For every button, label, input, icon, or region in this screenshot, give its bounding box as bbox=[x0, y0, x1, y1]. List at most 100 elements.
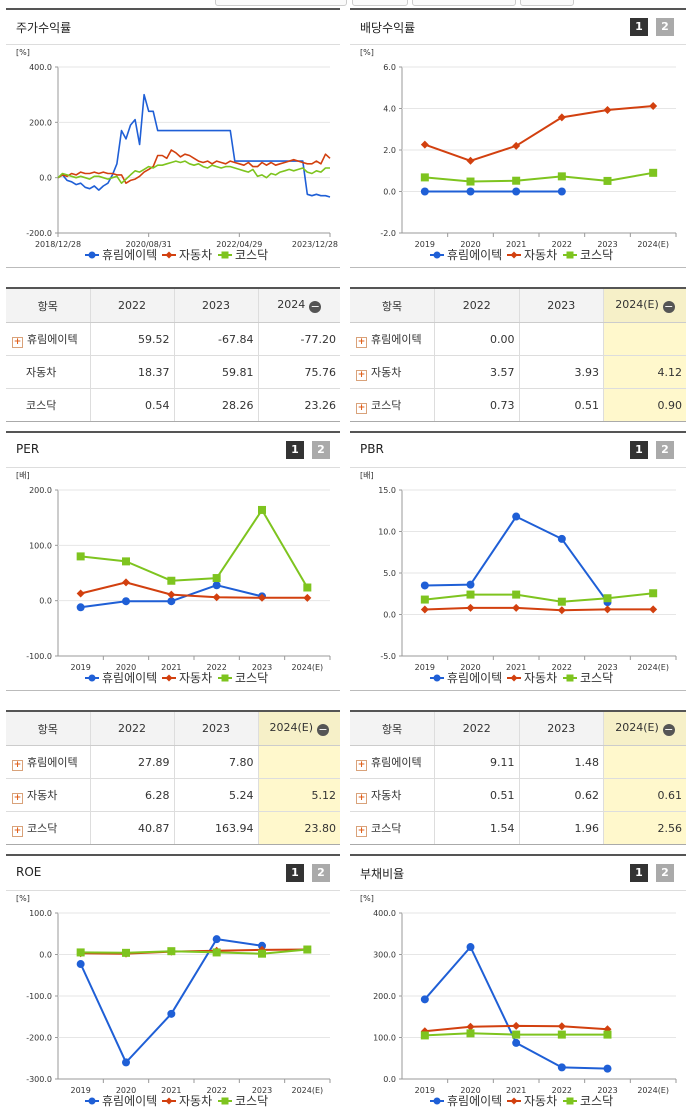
page-1-button[interactable]: 1 bbox=[630, 441, 648, 459]
series-line bbox=[80, 948, 308, 955]
expand-plus-icon[interactable]: + bbox=[12, 825, 23, 837]
data-point bbox=[420, 581, 429, 590]
data-point bbox=[122, 948, 130, 957]
panel-divider bbox=[6, 267, 340, 268]
x-tick-label: 2023 bbox=[252, 663, 272, 672]
expand-plus-icon[interactable]: + bbox=[356, 825, 367, 837]
collapse-icon[interactable]: − bbox=[662, 300, 675, 313]
top-cut-button[interactable] bbox=[352, 0, 408, 6]
x-tick-label: 2020 bbox=[116, 1086, 136, 1095]
x-tick-label: 2020/08/31 bbox=[126, 240, 172, 249]
series-line bbox=[424, 592, 654, 603]
data-point bbox=[466, 187, 475, 196]
data-point bbox=[167, 576, 176, 585]
page-2-button[interactable]: 2 bbox=[312, 441, 330, 459]
row-label-cell: + 코스닥 bbox=[350, 388, 435, 422]
y-tick-label: 6.0 bbox=[383, 63, 396, 72]
data-point bbox=[557, 597, 566, 606]
y-tick-label: 200.0 bbox=[29, 118, 52, 127]
value-cell: 0.73 bbox=[434, 388, 519, 422]
panel-divider bbox=[350, 267, 686, 268]
x-tick-label: 2021 bbox=[506, 663, 526, 672]
expand-plus-icon[interactable]: + bbox=[356, 369, 367, 381]
y-tick-label: -300.0 bbox=[26, 1075, 52, 1084]
data-point bbox=[512, 176, 521, 185]
data-point bbox=[603, 594, 612, 603]
dividend-chart-panel: 배당수익률 1 2 [%] -2.0 0.0 2.0 4.0 6.0 2019 2020 202… bbox=[350, 8, 686, 268]
data-point bbox=[649, 605, 658, 614]
value-cell: 23.80 bbox=[257, 811, 340, 845]
collapse-icon[interactable]: − bbox=[317, 723, 330, 736]
value-cell: 0.61 bbox=[603, 778, 686, 812]
data-point bbox=[212, 593, 221, 602]
collapse-icon[interactable]: − bbox=[662, 723, 675, 736]
data-point bbox=[603, 605, 612, 614]
debt-chart-panel: 부채비율 1 2 [%] 0.0 100.0 200.0 300.0 400.0 2019 2… bbox=[350, 854, 686, 1112]
panel-divider bbox=[350, 690, 686, 691]
legend-marker bbox=[221, 251, 229, 259]
table-row: + 코스닥 0.73 0.51 0.90 bbox=[350, 388, 686, 422]
page-1-button[interactable]: 1 bbox=[630, 18, 648, 36]
data-point bbox=[466, 590, 475, 599]
series-line bbox=[424, 606, 654, 612]
expand-plus-icon[interactable]: + bbox=[356, 336, 367, 348]
data-point bbox=[557, 1063, 566, 1072]
panel-title: PBR bbox=[360, 442, 384, 456]
data-point bbox=[167, 947, 176, 956]
column-header-label: 항목 bbox=[381, 299, 403, 313]
y-tick-label: 5.0 bbox=[383, 569, 396, 578]
legend-label: 휴림에이텍 bbox=[447, 671, 502, 685]
legend-marker bbox=[88, 674, 96, 682]
row-label-cell: + 코스닥 bbox=[6, 811, 90, 845]
pbr-chart: [배] -5.0 0.0 5.0 10.0 15.0 2019 2020 2021 2022 202… bbox=[360, 471, 677, 685]
page-1-button[interactable]: 1 bbox=[286, 441, 304, 459]
page-2-button[interactable]: 2 bbox=[656, 864, 674, 882]
value-cell: 0.51 bbox=[518, 388, 604, 422]
returns-table: 항목 2022 2023 2024− + 휴림에이텍 59.52 -67.84 -77.20 자동… bbox=[6, 287, 340, 422]
data-point bbox=[258, 941, 266, 950]
x-tick-label: 2024(E) bbox=[637, 240, 669, 249]
page-2-button[interactable]: 2 bbox=[656, 18, 674, 36]
expand-plus-icon[interactable]: + bbox=[12, 759, 23, 771]
returns-chart: [%] -200.0 0.0 200.0 400.0 2018/12/28 2020/08/… bbox=[16, 48, 338, 262]
legend-label: 코스닥 bbox=[235, 671, 268, 685]
y-tick-label: -200.0 bbox=[26, 1034, 52, 1043]
data-point bbox=[466, 943, 475, 952]
data-point bbox=[512, 1038, 521, 1047]
page-2-button[interactable]: 2 bbox=[656, 441, 674, 459]
column-header-item: 항목 bbox=[6, 710, 90, 746]
legend-label: 코스닥 bbox=[235, 248, 268, 262]
column-header-label: 항목 bbox=[37, 299, 58, 313]
expand-plus-icon[interactable]: + bbox=[356, 402, 367, 414]
value-cell: 27.89 bbox=[89, 745, 174, 779]
dividend-chart: [%] -2.0 0.0 2.0 4.0 6.0 2019 2020 2021 2022 2023 2… bbox=[360, 48, 677, 262]
y-tick-label: 100.0 bbox=[373, 1034, 396, 1043]
x-tick-label: 2019 bbox=[415, 663, 435, 672]
y-unit-label: [%] bbox=[16, 48, 30, 57]
column-header-label: 2023 bbox=[202, 299, 230, 312]
data-point bbox=[512, 187, 521, 196]
y-tick-label: 0.0 bbox=[39, 174, 52, 183]
row-label-cell: 자동차 bbox=[6, 355, 90, 389]
top-cut-button[interactable] bbox=[215, 0, 347, 6]
column-header-label: 2024(E) bbox=[269, 721, 314, 734]
expand-plus-icon[interactable]: + bbox=[356, 792, 367, 804]
expand-plus-icon[interactable]: + bbox=[356, 759, 367, 771]
top-cut-button[interactable] bbox=[520, 0, 574, 6]
column-header-item: 항목 bbox=[6, 287, 90, 323]
x-tick-label: 2022 bbox=[206, 663, 226, 672]
y-tick-label: -2.0 bbox=[380, 229, 396, 238]
y-unit-label: [%] bbox=[360, 48, 374, 57]
data-point bbox=[466, 603, 475, 612]
expand-plus-icon[interactable]: + bbox=[12, 792, 23, 804]
data-point bbox=[557, 187, 566, 196]
page-1-button[interactable]: 1 bbox=[630, 864, 648, 882]
top-cut-button[interactable] bbox=[412, 0, 516, 6]
page-2-button[interactable]: 2 bbox=[312, 864, 330, 882]
page-1-button[interactable]: 1 bbox=[286, 864, 304, 882]
expand-plus-icon[interactable]: + bbox=[12, 336, 23, 348]
table-row: + 코스닥 40.87 163.94 23.80 bbox=[6, 811, 340, 845]
collapse-icon[interactable]: − bbox=[309, 300, 322, 313]
series-line bbox=[424, 946, 608, 1070]
value-cell: -77.20 bbox=[257, 322, 340, 356]
